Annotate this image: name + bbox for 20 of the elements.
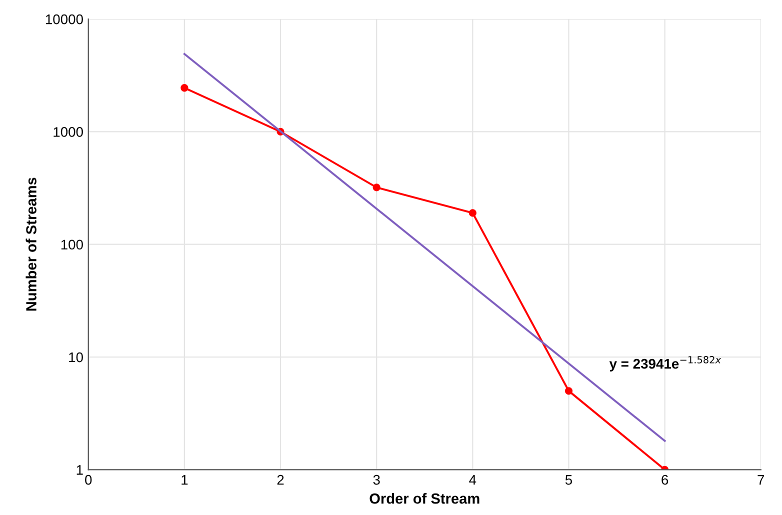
y-tick-label: 1 bbox=[76, 465, 83, 475]
point bbox=[180, 84, 188, 92]
y-tick-label: 1000 bbox=[54, 127, 83, 137]
x-tick-label: 6 bbox=[662, 474, 668, 485]
y-tick-label: 100 bbox=[61, 240, 83, 250]
point bbox=[372, 184, 380, 192]
x-axis-title: Order of Stream bbox=[370, 493, 480, 504]
y-axis-title: Number of Streams bbox=[26, 178, 36, 311]
x-tick-label: 1 bbox=[182, 475, 188, 485]
x-tick-label: 4 bbox=[469, 475, 476, 485]
x-tick-label: 3 bbox=[373, 474, 380, 485]
y-tick-label: 10 bbox=[69, 352, 83, 362]
x-tick-label: 5 bbox=[565, 475, 572, 485]
point bbox=[564, 387, 573, 395]
annotation: y = 23941e$^{−1.582x}$ bbox=[609, 356, 722, 372]
point bbox=[468, 209, 476, 217]
y-tick-label: 10000 bbox=[46, 14, 83, 24]
x-tick-label: 7 bbox=[758, 475, 764, 485]
x-tick-label: 0 bbox=[85, 474, 92, 485]
x-tick-label: 2 bbox=[277, 474, 284, 485]
